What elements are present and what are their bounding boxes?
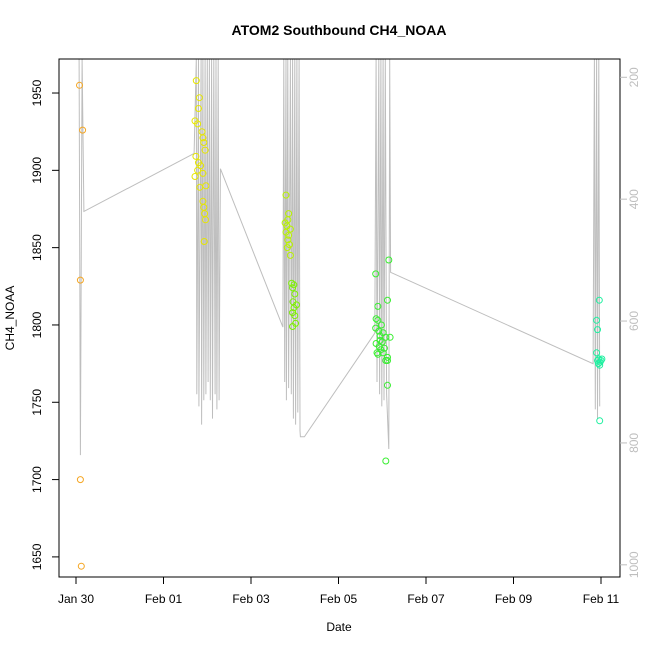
y2-tick-label: 600: [627, 311, 641, 331]
data-point: [375, 327, 383, 335]
data-point: [199, 169, 207, 177]
data-point: [593, 349, 601, 357]
data-point: [284, 236, 292, 244]
x-axis-label: Date: [326, 620, 352, 634]
data-point: [382, 457, 390, 465]
plot-frame: [58, 58, 621, 578]
flight-track: [78, 58, 601, 456]
y2-tick-label: 1000: [627, 551, 641, 578]
data-point: [76, 476, 84, 484]
data-point: [202, 216, 209, 224]
data-point: [192, 152, 200, 160]
data-point: [382, 333, 390, 341]
chart-title: ATOM2 Southbound CH4_NOAA: [232, 22, 447, 38]
data-points: [76, 77, 606, 570]
data-point: [194, 120, 202, 128]
data-point: [594, 326, 601, 334]
data-point: [380, 344, 388, 352]
y-tick-label: 1700: [30, 466, 44, 493]
y2-tick-label: 800: [627, 433, 641, 453]
data-point: [282, 191, 290, 199]
data-point: [291, 312, 299, 320]
data-point: [372, 270, 380, 278]
y-tick-label: 1950: [30, 79, 44, 106]
y-axis: 1650 1700 1750 1800 1850 1900 1950: [30, 79, 59, 570]
data-point: [374, 302, 382, 310]
data-point: [194, 166, 202, 174]
data-point: [595, 296, 603, 304]
y2-tick-label: 200: [627, 67, 641, 87]
data-point: [384, 357, 391, 364]
x-tick-label: Feb 11: [583, 592, 620, 606]
data-point: [195, 94, 203, 102]
x-tick-label: Feb 01: [145, 592, 183, 606]
data-point: [291, 290, 299, 298]
data-point: [202, 182, 210, 190]
data-point: [200, 238, 208, 245]
x-tick-label: Jan 30: [58, 592, 94, 606]
y-tick-label: 1750: [30, 389, 44, 416]
data-point: [286, 251, 294, 259]
y-tick-label: 1800: [30, 311, 44, 338]
data-point: [290, 304, 298, 312]
data-point: [594, 360, 602, 368]
data-point: [596, 417, 604, 425]
y-tick-label: 1850: [30, 234, 44, 261]
data-point: [374, 350, 382, 358]
data-point: [79, 126, 87, 134]
data-point: [283, 244, 291, 252]
data-point: [289, 284, 297, 292]
x-tick-label: Feb 07: [407, 592, 445, 606]
data-point: [199, 134, 207, 142]
data-point: [285, 231, 293, 239]
data-point: [596, 361, 604, 369]
data-point: [372, 315, 380, 323]
y2-axis: 200 400 600 800 1000: [620, 67, 641, 578]
x-tick-label: Feb 03: [232, 592, 270, 606]
x-tick-label: Feb 05: [320, 592, 358, 606]
data-point: [593, 316, 601, 324]
data-point: [384, 381, 391, 389]
y-tick-label: 1650: [30, 543, 44, 570]
data-point: [192, 77, 200, 85]
data-point: [200, 139, 208, 146]
data-point: [377, 321, 385, 329]
data-point: [76, 276, 84, 284]
data-point: [76, 81, 83, 89]
data-point: [201, 146, 209, 154]
data-point: [386, 333, 394, 341]
data-point: [198, 128, 206, 136]
y-axis-label: CH4_NOAA: [3, 286, 17, 351]
data-point: [77, 562, 85, 570]
x-axis: Jan 30 Feb 01 Feb 03 Feb 05 Feb 07 Feb 09 Feb …: [58, 576, 620, 606]
y-tick-label: 1900: [30, 157, 44, 184]
data-point: [288, 279, 296, 287]
data-point: [385, 256, 393, 264]
data-point: [384, 296, 391, 304]
flight-track-line: [78, 58, 601, 456]
data-point: [374, 316, 382, 324]
x-tick-label: Feb 09: [495, 592, 533, 606]
data-point: [289, 323, 297, 330]
data-point: [191, 173, 199, 180]
y2-tick-label: 400: [627, 189, 641, 209]
data-point: [195, 105, 202, 112]
